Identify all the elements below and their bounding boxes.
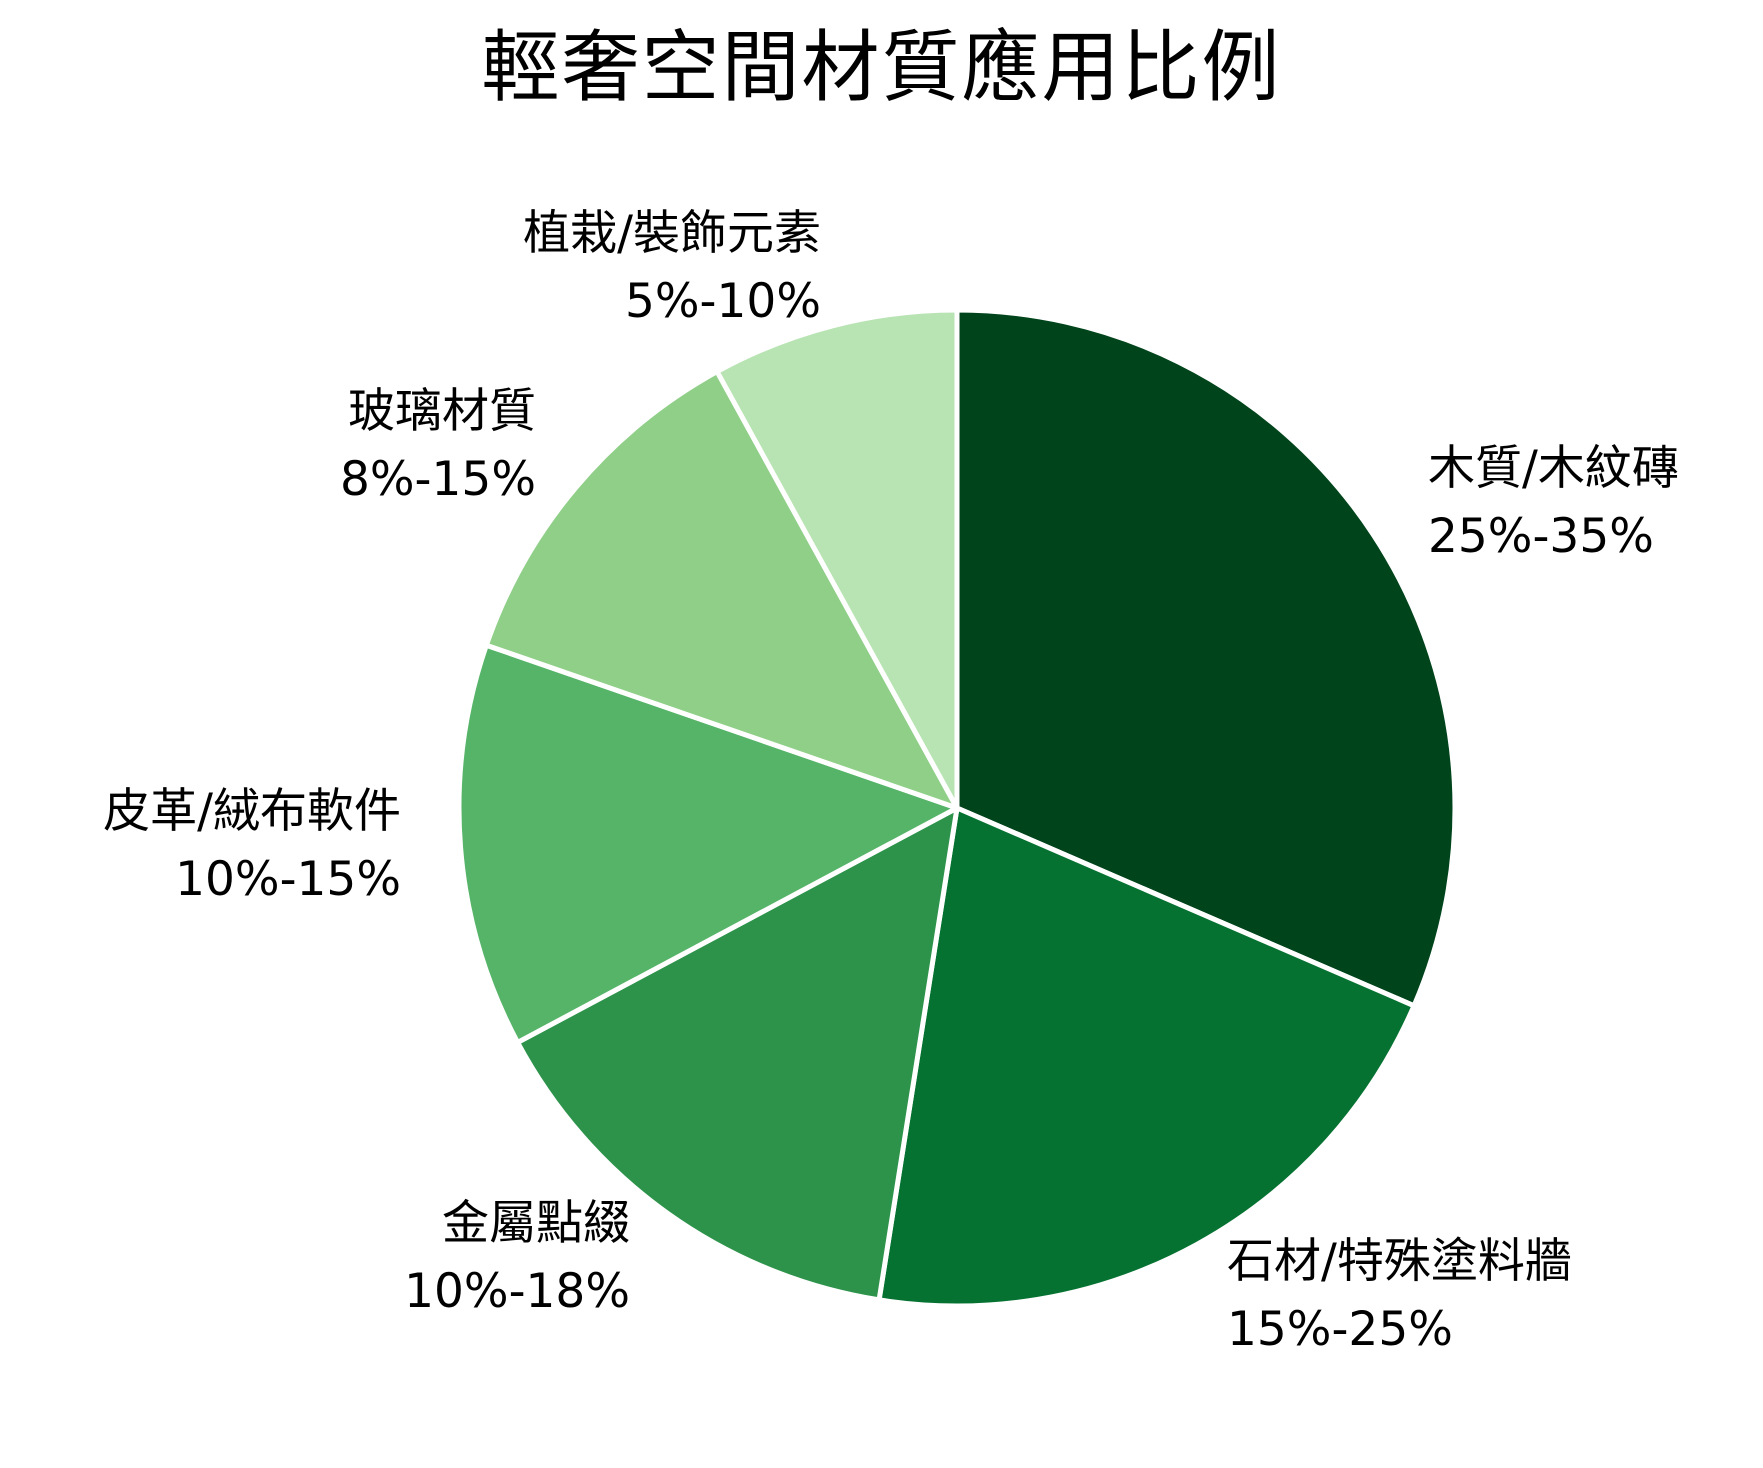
pie-slice-stone <box>876 805 1417 1309</box>
label-wood-name: 木質/木紋磚 <box>1428 441 1679 496</box>
label-glass-range: 8%-15% <box>340 452 536 507</box>
label-leather: 皮革/絨布軟件 10%-15% <box>103 778 401 914</box>
pie-slice-metal <box>515 805 960 1303</box>
label-stone: 石材/特殊塗料牆 15%-25% <box>1227 1228 1572 1364</box>
pie-slice-leather <box>456 642 960 1045</box>
label-glass: 玻璃材質 8%-15% <box>340 378 536 514</box>
label-metal-name: 金屬點綴 <box>442 1196 630 1251</box>
pie-slice-glass <box>483 369 960 811</box>
pie-slice-wood <box>954 307 1458 1009</box>
label-metal-range: 10%-18% <box>404 1264 630 1319</box>
label-leather-range: 10%-15% <box>175 852 401 907</box>
label-stone-name: 石材/特殊塗料牆 <box>1227 1234 1572 1289</box>
label-stone-range: 15%-25% <box>1227 1302 1453 1357</box>
pie-slice-plants <box>714 307 960 811</box>
chart-title: 輕奢空間材質應用比例 <box>481 23 1282 113</box>
label-wood: 木質/木紋磚 25%-35% <box>1428 435 1679 571</box>
label-metal: 金屬點綴 10%-18% <box>404 1190 630 1326</box>
label-plants-range: 5%-10% <box>625 274 821 329</box>
label-leather-name: 皮革/絨布軟件 <box>103 784 401 839</box>
label-plants-name: 植栽/裝飾元素 <box>523 206 821 261</box>
label-glass-name: 玻璃材質 <box>348 384 536 439</box>
label-wood-range: 25%-35% <box>1428 509 1654 564</box>
label-plants: 植栽/裝飾元素 5%-10% <box>523 200 821 336</box>
